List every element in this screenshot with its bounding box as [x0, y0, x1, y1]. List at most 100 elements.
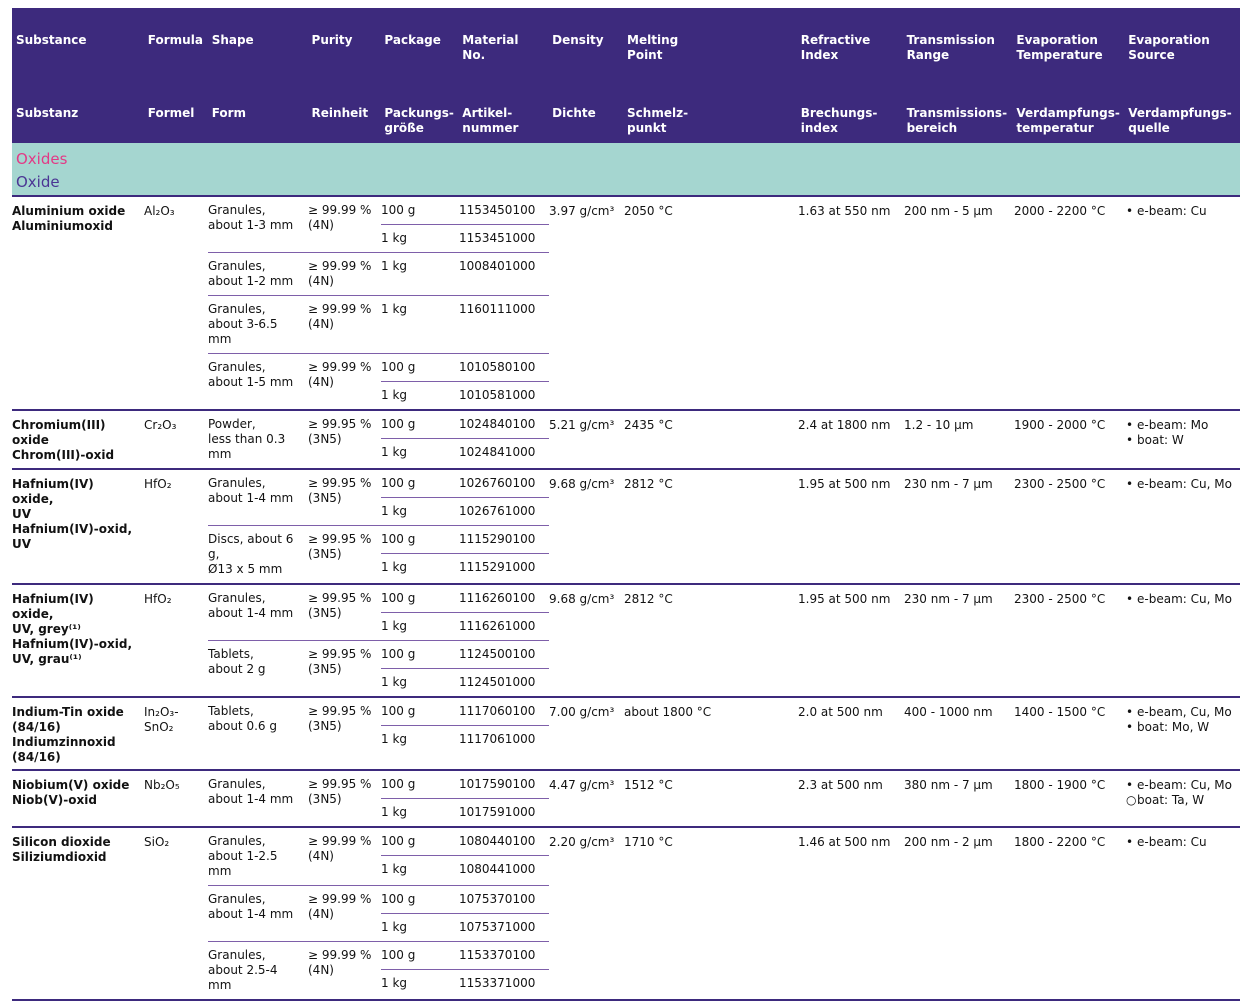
- formula: Nb₂O₅: [144, 778, 180, 792]
- package-row: 100 g 1075370100: [381, 886, 549, 913]
- transmission-range: 380 nm - 7 µm: [904, 778, 993, 792]
- col-header-substance: Substance Substanz: [16, 18, 148, 143]
- evaporation-temperature: 2300 - 2500 °C: [1014, 477, 1106, 491]
- density: 7.00 g/cm³: [549, 705, 615, 719]
- substance-name-en: Chromium(III) oxide: [12, 418, 106, 447]
- col-header-en: Substance: [16, 33, 87, 47]
- transmission-range: 230 nm - 7 µm: [904, 477, 993, 491]
- evaporation-temperature: 1900 - 2000 °C: [1014, 418, 1106, 432]
- package-row: 1 kg 1010581000: [381, 381, 549, 409]
- melting-point: 2812 °C: [624, 477, 673, 491]
- purity: ≥ 99.95 % (3N5): [308, 777, 372, 806]
- material-no: 1116260100: [459, 591, 536, 605]
- shape-group: Tablets, about 2 g ≥ 99.95 % (3N5) 100 g…: [208, 640, 549, 696]
- shape: Powder, less than 0.3 mm: [208, 417, 286, 461]
- formula: Al₂O₃: [144, 204, 175, 218]
- purity: ≥ 99.99 % (4N): [308, 259, 372, 288]
- package-list: 100 g 1117060100 1 kg 1117061000: [381, 698, 549, 753]
- package-size: 1 kg: [381, 302, 408, 316]
- package-size: 1 kg: [381, 675, 408, 689]
- material-no: 1153450100: [459, 203, 536, 217]
- package-list: 100 g 1010580100 1 kg 1010581000: [381, 354, 549, 409]
- material-no: 1160111000: [459, 302, 536, 316]
- shape-groups: Tablets, about 0.6 g ≥ 99.95 % (3N5) 100…: [208, 698, 549, 769]
- purity: ≥ 99.95 % (3N5): [308, 704, 372, 733]
- package-row: 100 g 1026760100: [381, 470, 549, 497]
- col-header-de: Verdampfungs- quelle: [1128, 106, 1232, 135]
- source-text: e-beam: Cu, Mo: [1137, 477, 1232, 491]
- purity: ≥ 99.95 % (3N5): [308, 476, 372, 505]
- transmission-range: 200 nm - 2 µm: [904, 835, 993, 849]
- package-size: 1 kg: [381, 920, 408, 934]
- package-row: 1 kg 1075371000: [381, 913, 549, 941]
- shape: Discs, about 6 g, Ø13 x 5 mm: [208, 532, 294, 576]
- evaporation-source: • e-beam: Mo • boat: W: [1126, 411, 1238, 468]
- col-header-en: Density: [552, 33, 604, 47]
- substance-name-de: Chrom(III)-oxid: [12, 448, 115, 462]
- col-header-en: Formula: [147, 33, 203, 47]
- shape-groups: Granules, about 1-4 mm ≥ 99.95 % (3N5) 1…: [208, 470, 549, 583]
- purity: ≥ 99.95 % (3N5): [308, 532, 372, 561]
- melting-point: 2435 °C: [624, 418, 673, 432]
- shape-groups: Granules, about 1-2.5 mm ≥ 99.99 % (4N) …: [208, 828, 549, 999]
- package-row: 100 g 1017590100: [381, 771, 549, 798]
- shape: Granules, about 1-3 mm: [208, 203, 294, 232]
- col-header-refractive-index: Refractive Index Brechungs- index: [801, 18, 907, 143]
- density: 9.68 g/cm³: [549, 592, 615, 606]
- substance-row-indium-tin-oxide: Indium-Tin oxide (84/16) Indiumzinnoxid …: [12, 696, 1240, 769]
- shape: Granules, about 3-6.5 mm: [208, 302, 278, 346]
- shape-group: Discs, about 6 g, Ø13 x 5 mm ≥ 99.95 % (…: [208, 525, 549, 583]
- shape: Granules, about 1-5 mm: [208, 360, 294, 389]
- evaporation-source: • e-beam: Cu, Mo: [1126, 470, 1238, 583]
- substance-name: Aluminium oxide Aluminiumoxid: [12, 197, 144, 409]
- col-header-en: Evaporation Temperature: [1016, 33, 1103, 62]
- density: 5.21 g/cm³: [549, 418, 615, 432]
- formula: In₂O₃- SnO₂: [144, 705, 179, 734]
- refractive-index: 2.3 at 500 nm: [798, 778, 883, 792]
- package-list: 100 g 1080440100 1 kg 1080441000: [381, 828, 549, 885]
- col-header-en: Shape: [211, 33, 254, 47]
- purity: ≥ 99.99 % (4N): [308, 360, 372, 389]
- substance-name: Hafnium(IV) oxide, UV, grey⁽¹⁾ Hafnium(I…: [12, 585, 144, 696]
- shape-groups: Granules, about 1-4 mm ≥ 99.95 % (3N5) 1…: [208, 771, 549, 826]
- material-no: 1115290100: [459, 532, 536, 546]
- col-header-de: Formel: [147, 106, 195, 120]
- package-row: 100 g 1115290100: [381, 526, 549, 553]
- evaporation-temperature: 2300 - 2500 °C: [1014, 592, 1106, 606]
- shape: Tablets, about 2 g: [208, 647, 266, 676]
- material-no: 1017591000: [459, 805, 536, 819]
- package-size: 100 g: [381, 948, 416, 962]
- substance-name-en: Silicon dioxide: [12, 835, 111, 849]
- bullet-icon: •: [1126, 778, 1134, 792]
- package-size: 100 g: [381, 834, 416, 848]
- formula: HfO₂: [144, 477, 172, 491]
- package-list: 100 g 1075370100 1 kg 1075371000: [381, 886, 549, 941]
- shape-group: Powder, less than 0.3 mm ≥ 99.95 % (3N5)…: [208, 411, 549, 468]
- material-no: 1116261000: [459, 619, 536, 633]
- shape: Granules, about 1-4 mm: [208, 892, 294, 921]
- source-text: e-beam: Cu: [1137, 204, 1207, 218]
- melting-point: 2050 °C: [624, 204, 673, 218]
- table-header: Substance Substanz Formula Formel Shape …: [12, 8, 1240, 143]
- source-text: e-beam: Cu, Mo: [1137, 778, 1232, 792]
- substance-name-en: Hafnium(IV) oxide, UV, grey⁽¹⁾: [12, 592, 94, 636]
- melting-point: 1512 °C: [624, 778, 673, 792]
- package-list: 100 g 1116260100 1 kg 1116261000: [381, 585, 549, 640]
- refractive-index: 1.63 at 550 nm: [798, 204, 891, 218]
- refractive-index: 2.4 at 1800 nm: [798, 418, 891, 432]
- package-size: 100 g: [381, 532, 416, 546]
- package-size: 1 kg: [381, 259, 408, 273]
- material-no: 1026761000: [459, 504, 536, 518]
- package-row: 100 g 1117060100: [381, 698, 549, 725]
- shape: Granules, about 1-4 mm: [208, 591, 294, 620]
- package-size: 100 g: [381, 892, 416, 906]
- shape-group: Granules, about 1-2.5 mm ≥ 99.99 % (4N) …: [208, 828, 549, 885]
- material-no: 1117061000: [459, 732, 536, 746]
- shape-group: Granules, about 1-4 mm ≥ 99.99 % (4N) 10…: [208, 885, 549, 941]
- col-header-evaporation-temperature: Evaporation Temperature Verdampfungs- te…: [1016, 18, 1128, 143]
- col-header-de: Artikel- nummer: [462, 106, 519, 135]
- table-body: Aluminium oxide Aluminiumoxid Al₂O₃ Gran…: [12, 195, 1240, 1001]
- source-text: boat: W: [1137, 433, 1184, 447]
- transmission-range: 200 nm - 5 µm: [904, 204, 993, 218]
